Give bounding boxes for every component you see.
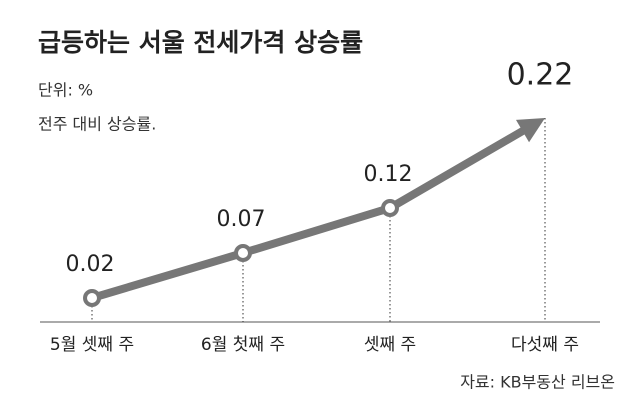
- chart-title: 급등하는 서울 전세가격 상승률: [38, 28, 363, 57]
- arrowhead: [515, 118, 545, 143]
- x-tick-label: 다섯째 주: [511, 335, 579, 355]
- point: [83, 289, 101, 307]
- point: [381, 199, 399, 217]
- source: 자료: KB부동산 리브온: [460, 373, 615, 392]
- line: [90, 125, 528, 302]
- value-label: 0.12: [364, 162, 413, 187]
- value-label: 0.07: [217, 207, 266, 232]
- point: [234, 244, 252, 262]
- x-tick-label: 5월 셋째 주: [50, 335, 134, 355]
- x-tick-label: 셋째 주: [364, 335, 416, 355]
- x-tick-label: 6월 첫째 주: [201, 335, 285, 355]
- unit-note: 단위: %: [38, 81, 93, 100]
- value-label: 0.02: [66, 252, 115, 277]
- subtitle: 전주 대비 상승률.: [38, 115, 156, 134]
- value-label: 0.22: [507, 58, 574, 93]
